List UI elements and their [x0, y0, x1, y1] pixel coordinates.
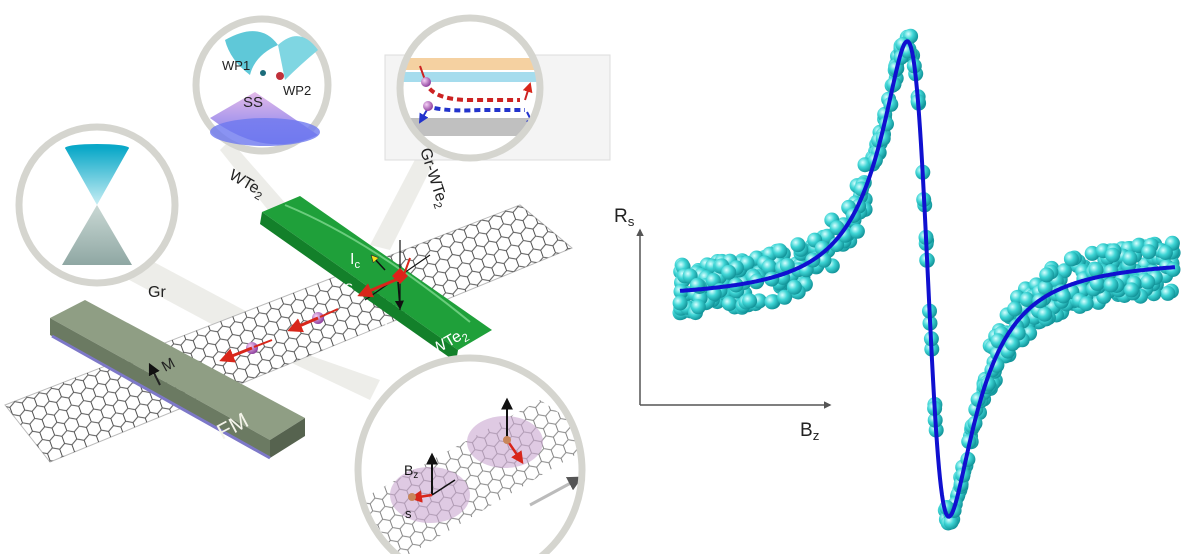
point	[1007, 301, 1022, 316]
spin-particle	[503, 436, 511, 444]
point	[1124, 282, 1139, 297]
gr-label: Gr	[148, 284, 166, 301]
weyl-point	[260, 70, 266, 76]
spin-particle	[421, 77, 431, 87]
point	[722, 296, 737, 311]
point	[790, 237, 805, 252]
spin-particle	[423, 101, 433, 111]
spin-particle	[408, 493, 416, 501]
point	[1104, 278, 1119, 293]
point	[691, 299, 706, 314]
label-sub: c	[354, 259, 360, 271]
label-base: B	[800, 420, 813, 441]
x-axis-label: Bz	[800, 420, 819, 443]
point	[1158, 245, 1173, 260]
label-sub: z	[813, 428, 820, 443]
layer	[395, 72, 555, 82]
point	[742, 293, 757, 308]
label-sub: z	[413, 470, 418, 481]
wp2-label: WP2	[283, 83, 311, 98]
ss-label: SS	[243, 94, 263, 111]
point	[1039, 267, 1054, 282]
label-base: B	[404, 462, 413, 478]
point	[850, 224, 865, 239]
point	[721, 265, 736, 280]
point	[1037, 307, 1052, 322]
s-inset-label: s	[405, 506, 412, 521]
y-axis-label: Rs	[614, 206, 635, 229]
point	[1141, 244, 1156, 259]
point	[1122, 251, 1137, 266]
label-base: J	[380, 317, 388, 334]
point	[1079, 296, 1094, 311]
s-label: s	[345, 279, 353, 296]
point	[1105, 248, 1120, 263]
wp1-label: WP1	[222, 58, 250, 73]
point	[772, 243, 787, 258]
label-base: R	[614, 206, 628, 227]
point	[1064, 251, 1079, 266]
label-sub: s	[628, 214, 635, 229]
point	[1140, 274, 1155, 289]
point	[673, 296, 688, 311]
figure: M FM WTe2 Ic s Js Gr WP1 WP2 SS WTe2	[0, 0, 1185, 554]
ss-base	[210, 118, 320, 146]
point	[787, 280, 802, 295]
label-sub: 2	[430, 201, 443, 211]
label-sub: s	[388, 325, 394, 337]
weyl-point	[276, 72, 284, 80]
